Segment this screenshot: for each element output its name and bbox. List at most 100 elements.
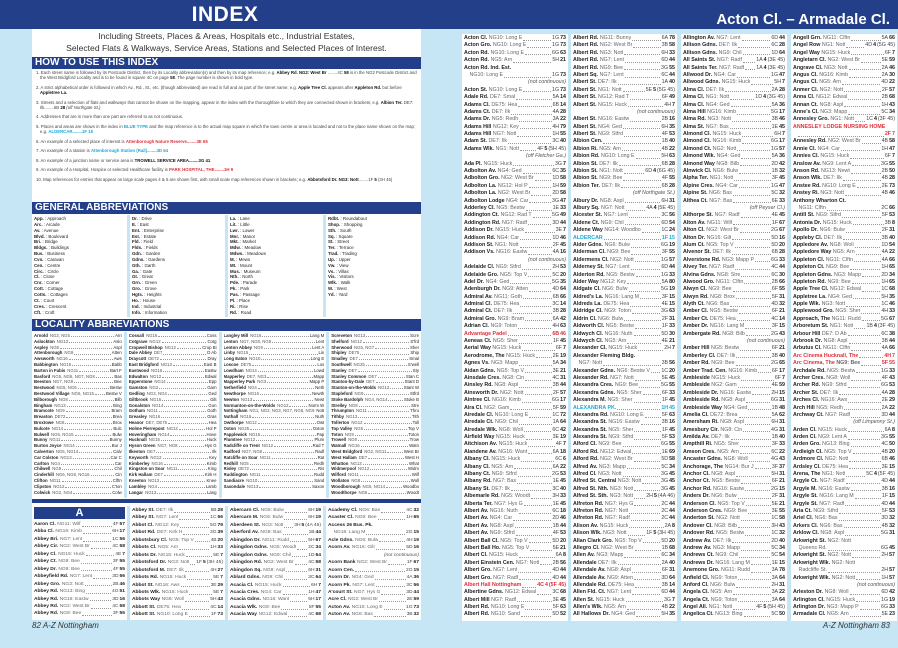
dot-leader xyxy=(354,432,408,436)
map-square: 3E xyxy=(881,463,889,470)
street-name: Arkwright St. xyxy=(793,537,826,544)
index-entry: Adams Ct. DE7: Ilk 4A 28 xyxy=(464,109,566,116)
dot-leader xyxy=(162,374,204,378)
index-entry: Amber Rd. NG9: Bee 2G 65 xyxy=(683,360,785,367)
postcode-locality: NG2: West Br xyxy=(59,544,90,550)
street-name: Amber Ct. xyxy=(683,315,709,322)
postcode-locality: NG5: Top V xyxy=(706,241,734,248)
page-number: 31 xyxy=(560,374,566,381)
abbreviation-meaning: Manor xyxy=(242,233,256,239)
index-entry: Andover Cl. NG8: Bilb 3H 43 xyxy=(683,523,785,530)
postcode-locality: NG3: Mapp P xyxy=(826,604,859,611)
street-name: Alfreton Rd. xyxy=(573,508,604,514)
locality-name: Thrumpton xyxy=(331,408,354,414)
index-entry: Alandene Av. NG16: Want 6A 18 xyxy=(464,449,566,456)
street-name: Alfreton Rd. xyxy=(573,500,604,507)
postcode-locality: NG9: Stfrd xyxy=(491,471,517,478)
dot-leader xyxy=(733,604,756,610)
street-name: Alvina Gdns. xyxy=(683,271,716,278)
street-name: Amelia Cl. xyxy=(683,411,709,418)
locality-row: Long Eaton NG10 Long E xyxy=(224,356,325,362)
street-name: Anson Wlk. xyxy=(793,175,822,182)
dot-leader xyxy=(847,331,881,337)
street-name: Anthony Wharton Ct. xyxy=(793,197,846,204)
map-square: 2B xyxy=(771,278,779,285)
locality-abbreviation: Smal xyxy=(409,356,420,362)
locality-postcodes: NG12 xyxy=(166,425,178,431)
postcode-locality: NG15: Huck xyxy=(158,552,185,558)
map-square: 1F xyxy=(196,560,202,566)
street-name: Abercarn M. xyxy=(230,515,259,521)
page-number: 33 xyxy=(779,256,785,263)
abbreviation-meaning: Street xyxy=(337,239,350,245)
postcode-locality: NG7: Lent xyxy=(603,212,628,219)
index-entry: Angela Ct. NG9: Toton 3A 64 xyxy=(683,597,785,604)
index-entry: Abbotsford M. DE7: Ilk 4H 27 xyxy=(132,567,223,574)
postcode-locality: DE75: Hea xyxy=(822,463,849,470)
page-number: 28 xyxy=(560,308,566,315)
index-entry: Alison Av. NG15: Huck 2A 8 xyxy=(573,523,675,530)
locality-row: Sandiacre NG10 Sand xyxy=(224,478,325,484)
postcode-locality: NG5: Sher xyxy=(713,441,739,448)
abbreviation-meaning: Grove xyxy=(144,286,157,292)
page-number: 4 xyxy=(873,42,877,49)
dot-leader xyxy=(852,294,881,300)
abbreviation-meaning: Business xyxy=(47,251,66,257)
postcode-locality: NG5: Bestw xyxy=(496,204,525,211)
abbreviation-meaning: Green xyxy=(144,280,157,286)
index-entry: Adbolton La. NG12: Hol P 1H 59 xyxy=(464,183,566,190)
dot-leader xyxy=(65,408,111,413)
index-entry: Abbey Rd. NG2: West Br 4C 58 xyxy=(34,603,125,610)
page-number: 67 xyxy=(889,315,895,322)
postcode-locality: DE7: Ilk xyxy=(166,567,184,573)
index-entry: Albemarle Rd. NG5: Woodt 3H 33 xyxy=(464,493,566,500)
map-square: 3F xyxy=(771,441,779,448)
map-square: 5D xyxy=(771,234,779,241)
index-entry: Albury Sq. NG7: Nott 4A 4 (5E 45) xyxy=(573,205,675,212)
index-entry: Aldene Way NG14: Woodbo 1C 24 xyxy=(573,227,675,234)
map-square: 1E xyxy=(552,500,560,507)
page-number: 4 xyxy=(873,116,877,123)
page-number: 19 xyxy=(413,537,419,543)
page-number: 63 xyxy=(669,411,675,418)
postcode-locality: NG3: Nott xyxy=(609,493,634,500)
index-entry: Aldrin Cl. NG6: Bulw 2F 31 xyxy=(573,316,675,323)
dot-leader xyxy=(624,50,661,56)
street-name: Aitchison Av. xyxy=(464,441,498,448)
map-square: 3D xyxy=(881,515,889,522)
locality-abbreviation: Huck xyxy=(206,437,217,443)
postcode-locality: NG2: Nott xyxy=(824,456,849,463)
large-scale-ref: (6G 45) xyxy=(657,168,675,175)
postcode-locality: NG9: Bee xyxy=(836,360,861,367)
locality-abbreviation: Hol P xyxy=(206,425,217,431)
map-square: 4E xyxy=(115,551,122,557)
abbreviation-row: La. : Lane xyxy=(230,216,250,221)
locality-row: Lowdham NG14 Lowd xyxy=(224,368,325,374)
locality-postcodes: NG14 xyxy=(51,425,63,431)
locality-abbreviation: Kirk H xyxy=(204,472,217,478)
page-number: 45 xyxy=(669,485,675,492)
index-entry: Acacia Cres. NG4: Car 1H 47 xyxy=(230,589,321,596)
locality-name: Ruddington xyxy=(223,472,248,478)
locality-abbreviation: Gon xyxy=(208,402,217,408)
index-entry: Antonia Dr. NG15: Huck 3B 8 xyxy=(793,220,895,227)
street-name: Abingdon Rd. xyxy=(230,560,263,566)
postcode-locality: NG14: Woodbo xyxy=(604,227,641,234)
map-square: 5A xyxy=(552,94,560,101)
index-entry: NG10: Long E 1G 73 xyxy=(464,72,567,79)
locality-abbreviation: Stfrd xyxy=(409,390,420,396)
page-number: 22 xyxy=(889,249,895,256)
dot-leader xyxy=(849,456,881,462)
index-entry: Abingdon Sq. NG8: Aspl 6H 31 xyxy=(230,567,321,574)
dot-leader xyxy=(263,345,312,349)
abbreviation: Ho. xyxy=(132,297,140,303)
abbreviation-meaning: Garth xyxy=(144,262,156,268)
map-square: 5D xyxy=(661,330,669,337)
index-entry: Abingdon Gdns. NG9: Chil 1D 64 xyxy=(230,552,321,559)
page-number: 15 xyxy=(413,530,419,536)
street-name: Abingdon Dr. xyxy=(230,537,261,543)
map-square: 5H xyxy=(552,57,560,64)
map-square: 1D xyxy=(755,94,763,101)
street-name: Alfred St. Nth. xyxy=(573,485,609,492)
page-number: 67 xyxy=(315,537,321,543)
